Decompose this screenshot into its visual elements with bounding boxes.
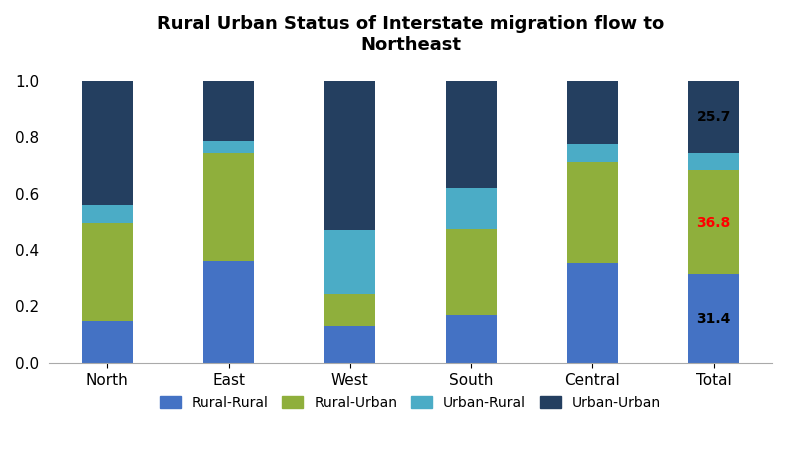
Bar (203, 152, 254, 261)
Bar (203, 81, 254, 141)
Bar (203, 141, 254, 152)
Bar (82, 205, 133, 223)
Bar (324, 326, 375, 363)
Text: 25.7: 25.7 (696, 110, 731, 124)
Bar (445, 229, 497, 315)
Title: Rural Urban Status of Interstate migration flow to
Northeast: Rural Urban Status of Interstate migrati… (157, 15, 664, 54)
Bar (82, 81, 133, 205)
Bar (688, 153, 739, 171)
Bar (688, 274, 739, 363)
Bar (82, 223, 133, 321)
Bar (82, 321, 133, 363)
Text: 31.4: 31.4 (696, 312, 731, 326)
Bar (324, 294, 375, 326)
Bar (324, 81, 375, 230)
Bar (567, 263, 618, 363)
Bar (445, 81, 497, 188)
Bar (688, 81, 739, 153)
Bar (567, 144, 618, 163)
Legend: Rural-Rural, Rural-Urban, Urban-Rural, Urban-Urban: Rural-Rural, Rural-Urban, Urban-Rural, U… (154, 390, 667, 415)
Bar (445, 188, 497, 229)
Bar (445, 315, 497, 363)
Bar (567, 163, 618, 263)
Bar (203, 261, 254, 363)
Bar (567, 81, 618, 144)
Bar (324, 230, 375, 294)
Text: 36.8: 36.8 (696, 216, 731, 230)
Bar (688, 171, 739, 274)
